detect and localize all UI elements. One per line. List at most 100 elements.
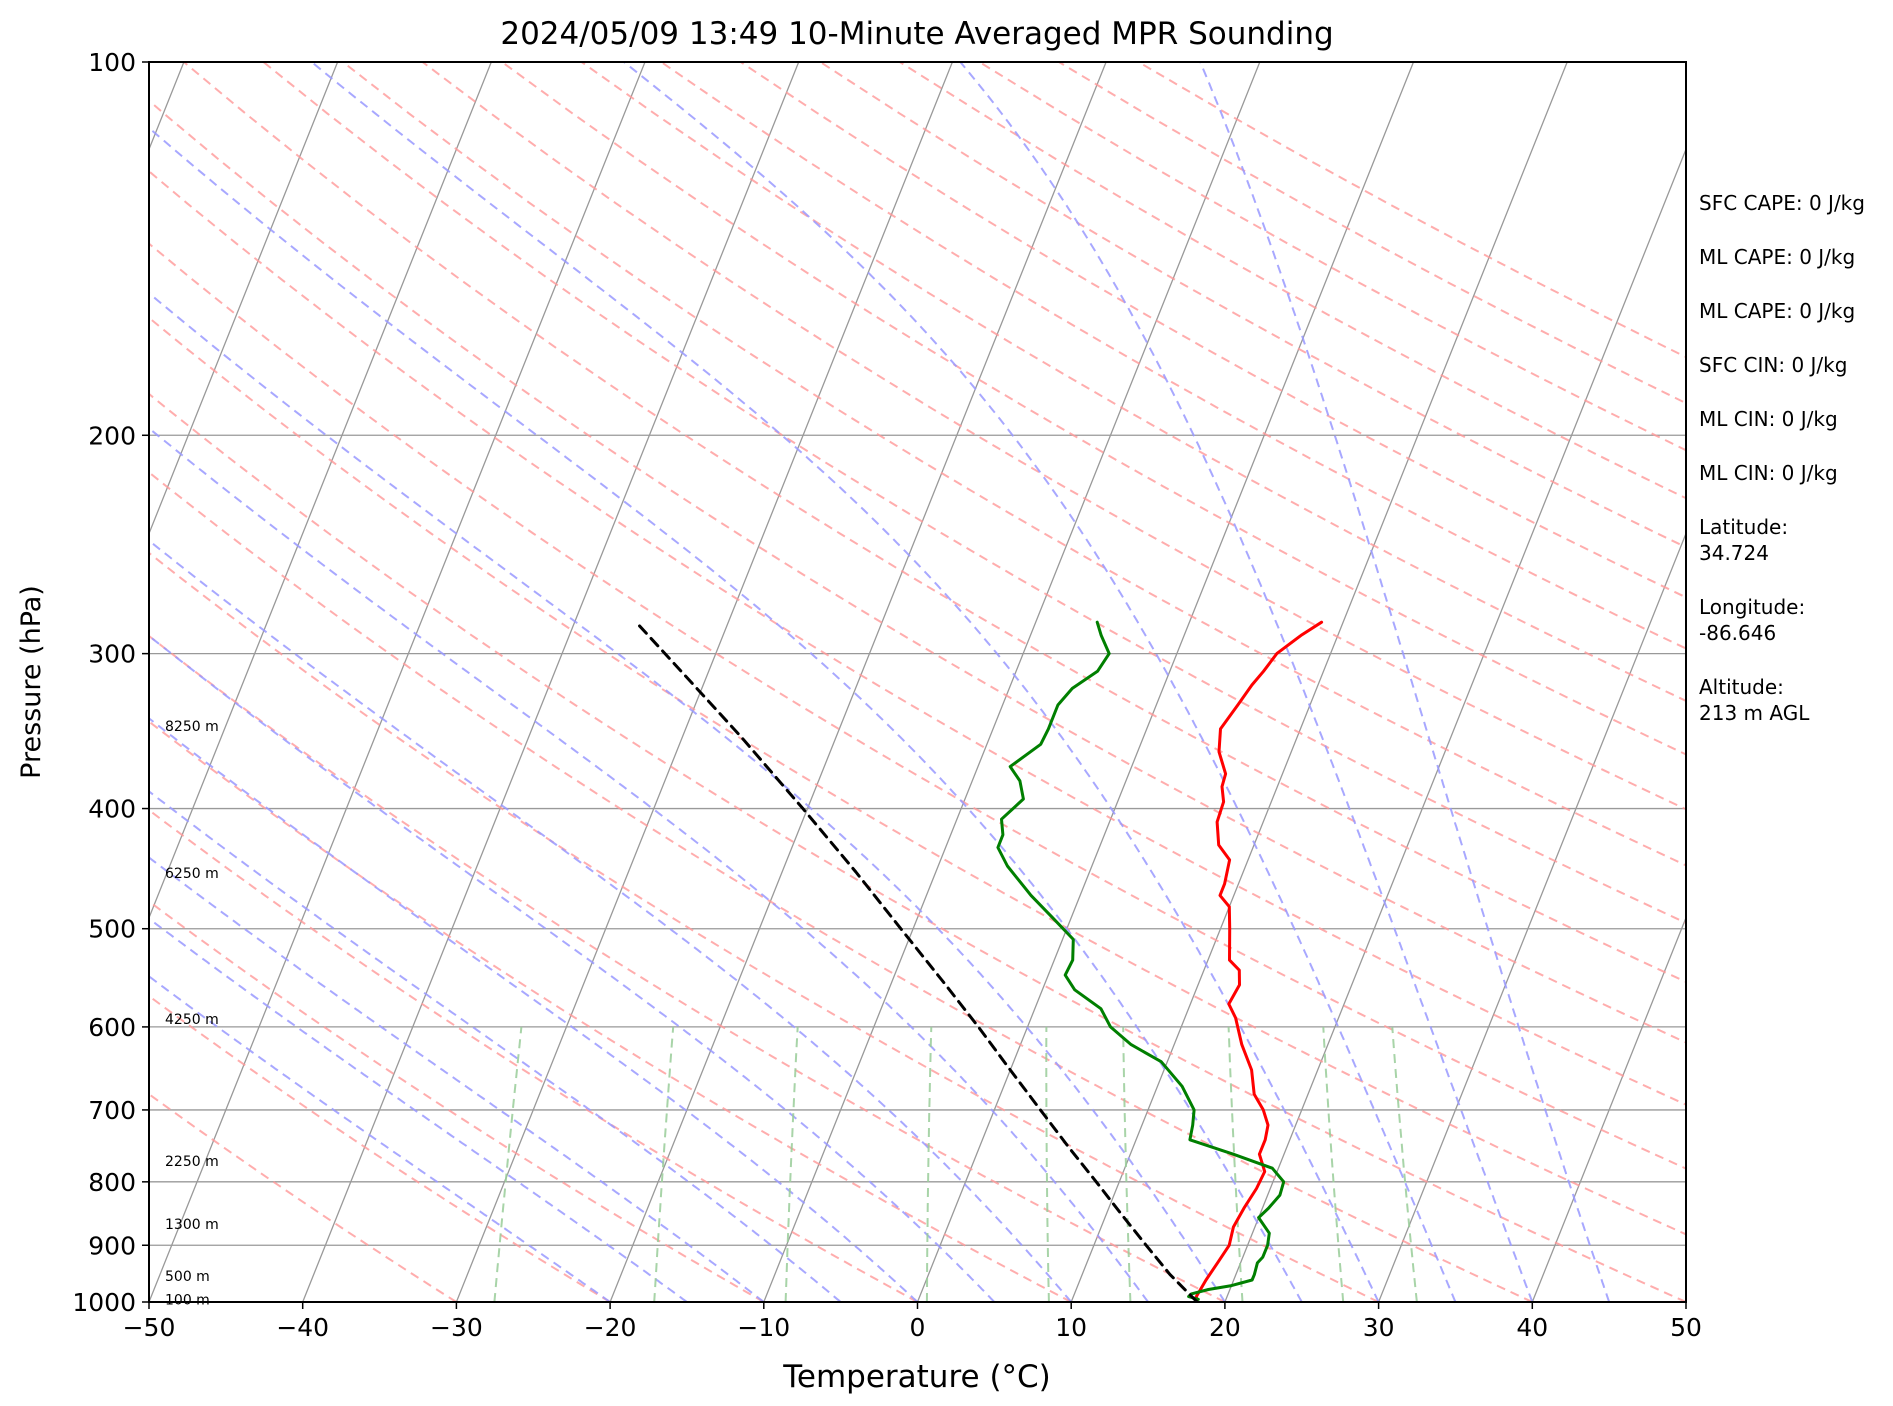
isotherm-line: [763, 62, 1261, 1302]
info-value: -86.646: [1699, 621, 1776, 645]
isotherm-line: [1070, 62, 1568, 1302]
isotherm-line: [149, 62, 646, 1302]
dry-adiabat-line: [501, 62, 1686, 756]
moist-adiabat-line: [149, 634, 996, 1302]
y-tick-label: 600: [88, 1013, 136, 1042]
y-tick-label: 500: [88, 915, 136, 944]
dry-adiabat-line: [149, 994, 611, 1302]
isotherm-line: [149, 62, 339, 536]
isotherm-line: [1531, 915, 1686, 1302]
moist-adiabat-line: [149, 717, 919, 1302]
x-tick-label: 40: [1516, 1313, 1548, 1342]
x-tick-label: −40: [276, 1313, 329, 1342]
y-tick-label: 700: [88, 1096, 136, 1125]
isotherm-line: [149, 62, 492, 920]
moist-adiabat-line: [149, 426, 1149, 1302]
dry-adiabat-line: [149, 242, 1686, 1170]
dry-adiabat-line: [149, 169, 1686, 1106]
mixing-ratio-line: [1391, 1026, 1418, 1302]
x-tick-label: −10: [737, 1313, 790, 1342]
info-label: Altitude:: [1699, 675, 1784, 699]
moist-adiabat-line: [149, 539, 1072, 1302]
info-label: Latitude:: [1699, 515, 1788, 539]
series-line-dewpoint: [996, 620, 1286, 1301]
info-label: ML CIN: 0 J/kg: [1699, 407, 1838, 431]
y-tick-label: 400: [88, 795, 136, 824]
moist-adiabat-line: [1199, 62, 1611, 1302]
mixing-ratio-line: [784, 1026, 799, 1302]
dry-adiabat-line: [660, 62, 1686, 650]
info-label: ML CIN: 0 J/kg: [1699, 461, 1838, 485]
x-tick-label: −20: [584, 1313, 637, 1342]
info-label: SFC CAPE: 0 J/kg: [1699, 191, 1865, 215]
y-tick-label: 200: [88, 421, 136, 450]
dry-adiabat-line: [740, 62, 1686, 599]
mixing-ratio-line: [1227, 1026, 1244, 1302]
dry-adiabat-line: [183, 62, 1686, 984]
x-tick-label: −50: [123, 1313, 176, 1342]
y-tick-label: 900: [88, 1231, 136, 1260]
dry-adiabat-line: [149, 808, 918, 1302]
dry-adiabat-line: [149, 900, 765, 1302]
info-value: 213 m AGL: [1699, 701, 1810, 725]
moist-adiabat-line: [149, 917, 688, 1302]
x-tick-label: 10: [1055, 1313, 1087, 1342]
isotherm-line: [1224, 147, 1686, 1302]
info-label: ML CAPE: 0 J/kg: [1699, 299, 1855, 323]
x-tick-label: 0: [910, 1313, 926, 1342]
height-label: 8250 m: [165, 719, 219, 735]
dry-adiabat-line: [149, 392, 1686, 1302]
height-label: 6250 m: [165, 866, 219, 882]
info-label: ML CAPE: 0 J/kg: [1699, 245, 1855, 269]
moist-adiabat-line: [959, 62, 1534, 1302]
moist-adiabat-line: [149, 975, 611, 1302]
info-value: 34.724: [1699, 541, 1769, 565]
y-tick-label: 100: [88, 48, 136, 77]
mixing-ratio-line: [1045, 1026, 1050, 1302]
x-tick-label: 20: [1209, 1313, 1241, 1342]
y-axis-label: Pressure (hPa): [16, 585, 47, 779]
mixing-ratio-line: [1322, 1026, 1345, 1302]
x-tick-label: −30: [430, 1313, 483, 1342]
dry-adiabat-line: [581, 62, 1686, 703]
data-series: [634, 620, 1324, 1302]
dry-adiabat-line: [149, 551, 1380, 1302]
mixing-ratio-line: [925, 1026, 933, 1302]
height-label: 4250 m: [165, 1012, 219, 1028]
isotherm-line: [916, 62, 1415, 1302]
dry-adiabat-line: [421, 62, 1686, 811]
info-panel: SFC CAPE: 0 J/kg ML CAPE: 0 J/kg ML CAPE: …: [1699, 191, 1865, 725]
moist-adiabat-line: [149, 126, 1303, 1302]
series-line-parcel-profile: [634, 620, 1199, 1302]
dry-adiabat-line: [149, 471, 1533, 1302]
dry-adiabat-line: [149, 99, 1686, 1044]
dry-adiabat-line: [149, 1092, 457, 1302]
dry-adiabat-line: [149, 720, 1072, 1302]
moist-adiabat-line: [623, 62, 1457, 1302]
height-label: 500 m: [165, 1269, 210, 1285]
plot-frame: [148, 61, 1687, 1303]
info-label: SFC CIN: 0 J/kg: [1699, 353, 1847, 377]
background-lines: [149, 62, 1686, 1302]
moist-adiabat-line: [311, 62, 1380, 1302]
height-labels: 8250 m 6250 m 4250 m 2250 m 1300 m 500 m 100 m: [165, 719, 219, 1309]
mixing-ratio-line: [493, 1026, 523, 1302]
info-label: Longitude:: [1699, 595, 1805, 619]
height-label: 2250 m: [165, 1154, 219, 1170]
x-axis-label: Temperature (°C): [782, 1359, 1051, 1395]
dry-adiabat-line: [342, 62, 1686, 867]
isotherm-line: [1377, 531, 1686, 1302]
y-tick-label: 800: [88, 1168, 136, 1197]
dry-adiabat-line: [149, 634, 1226, 1302]
y-tick-label: 1000: [72, 1288, 136, 1317]
dry-adiabat-line: [149, 316, 1686, 1236]
height-label: 1300 m: [165, 1217, 219, 1233]
moist-adiabat-line: [149, 790, 842, 1302]
isotherm-line: [302, 62, 800, 1302]
chart-title: 2024/05/09 13:49 10-Minute Averaged MPR …: [500, 16, 1333, 52]
moist-adiabat-line: [149, 291, 1226, 1302]
isotherm-line: [609, 62, 1107, 1302]
mixing-ratio-line: [1122, 1026, 1132, 1302]
